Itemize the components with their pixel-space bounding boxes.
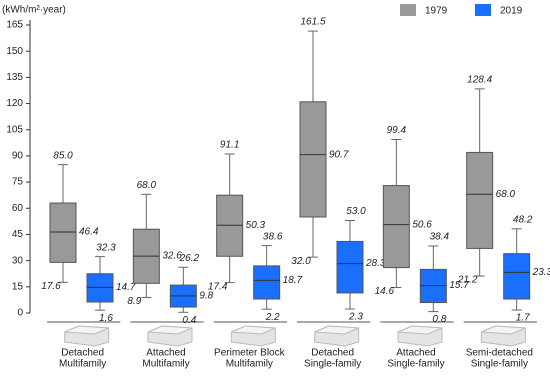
min-label: 17.6 [41, 281, 61, 292]
category-label: Attached [396, 348, 435, 359]
median-label: 28.3 [365, 258, 386, 269]
category-label: Multifamily [226, 359, 273, 370]
max-label: 99.4 [387, 125, 407, 136]
min-label: 14.6 [375, 286, 395, 297]
y-tick-label: 135 [6, 72, 23, 83]
category-label: Detached [311, 348, 354, 359]
max-label: 32.3 [96, 242, 116, 253]
min-label: 21.2 [457, 275, 478, 286]
min-label: 0.4 [182, 315, 196, 326]
max-label: 68.0 [137, 180, 157, 191]
building-roof [481, 325, 526, 335]
y-tick-label: 75 [12, 177, 24, 188]
y-tick-label: 90 [12, 151, 24, 162]
category-label: Attached [146, 348, 185, 359]
building-roof [397, 325, 443, 335]
y-tick-label: 45 [12, 229, 24, 240]
y-tick-label: 30 [12, 255, 24, 266]
y-tick-label: 105 [6, 124, 23, 135]
median-label: 15.7 [449, 280, 469, 291]
category-label: Multifamily [59, 359, 106, 370]
max-label: 128.4 [467, 75, 492, 86]
max-label: 38.6 [263, 231, 283, 242]
category-label: Single-family [304, 359, 361, 370]
min-label: 0.8 [432, 314, 446, 325]
category-label: Semi-detached [466, 348, 533, 359]
category-label: Single-family [471, 359, 528, 370]
box [382, 185, 410, 269]
median-label: 50.3 [246, 220, 266, 231]
median-label: 50.6 [412, 219, 432, 230]
box [299, 101, 327, 218]
min-label: 1.6 [99, 313, 113, 324]
category-label: Single-family [387, 359, 444, 370]
max-label: 48.2 [513, 215, 533, 226]
max-label: 53.0 [346, 206, 366, 217]
min-label: 17.4 [208, 281, 228, 292]
y-tick-label: 0 [17, 308, 23, 319]
legend-label: 1979 [425, 6, 448, 17]
box [253, 265, 281, 300]
box [216, 194, 244, 257]
category-label: Perimeter Block [214, 348, 286, 359]
building-roof [147, 325, 193, 335]
max-label: 85.0 [53, 150, 73, 161]
median-label: 9.8 [199, 291, 213, 302]
legend-swatch [400, 4, 416, 16]
legend-label: 2019 [500, 6, 523, 17]
y-tick-label: 165 [6, 20, 23, 31]
min-label: 2.3 [348, 312, 363, 323]
median-label: 14.7 [116, 282, 136, 293]
min-label: 2.2 [265, 312, 280, 323]
y-tick-label: 15 [12, 281, 24, 292]
building-roof [314, 325, 359, 335]
max-label: 91.1 [220, 140, 239, 151]
min-label: 8.9 [127, 296, 141, 307]
box [503, 253, 531, 300]
category-label: Multifamily [142, 359, 189, 370]
median-label: 23.3 [532, 267, 550, 278]
building-roof [64, 325, 109, 335]
box [86, 273, 114, 303]
box [336, 240, 364, 294]
y-tick-label: 120 [6, 98, 23, 109]
max-label: 38.4 [430, 232, 450, 243]
box [49, 202, 77, 263]
median-label: 46.4 [79, 227, 99, 238]
building-roof [231, 325, 276, 335]
median-label: 68.0 [496, 189, 516, 200]
box [466, 151, 494, 249]
min-label: 32.0 [291, 256, 311, 267]
y-tick-label: 150 [6, 46, 23, 57]
min-label: 1.7 [516, 313, 530, 324]
median-label: 90.7 [329, 149, 349, 160]
y-axis-label: (kWh/m²·year) [2, 5, 66, 16]
legend-swatch [475, 4, 491, 16]
y-tick-label: 60 [12, 203, 24, 214]
median-label: 32.6 [162, 251, 182, 262]
max-label: 161.5 [300, 17, 325, 28]
max-label: 26.2 [179, 253, 200, 264]
category-label: Detached [61, 348, 104, 359]
median-label: 18.7 [283, 275, 303, 286]
